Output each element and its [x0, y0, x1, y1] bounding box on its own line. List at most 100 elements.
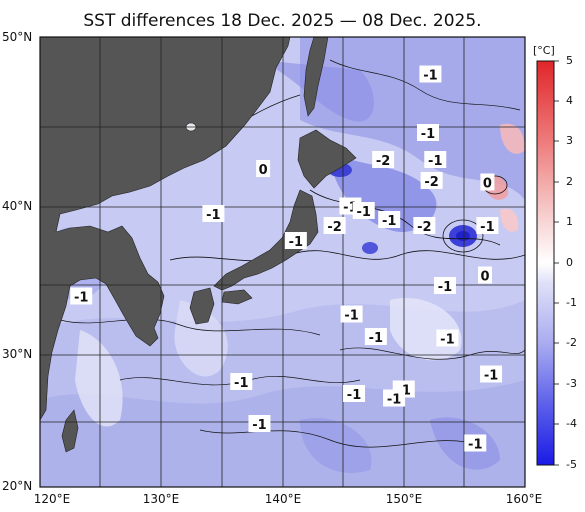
x-tick-150e: 150°E: [385, 492, 423, 506]
contour-label: -1: [436, 329, 459, 348]
contour-label-text: -2: [417, 220, 431, 235]
contour-label-text: -1: [234, 376, 248, 391]
contour-label: -2: [323, 217, 346, 235]
contour-label-bg: [476, 217, 499, 234]
contour-label: -2: [420, 172, 443, 190]
contour-label-bg: [323, 217, 346, 234]
contour-label-text: 0: [483, 177, 492, 192]
contour-label-text: -2: [376, 154, 390, 169]
y-tick-50n: 50°N: [2, 30, 33, 44]
y-tick-30n: 30°N: [2, 347, 33, 361]
contour-label: -1: [476, 217, 499, 235]
contour-label: -1: [70, 287, 93, 306]
contour-label-text: -1: [484, 369, 498, 384]
contour-label: -1: [352, 202, 375, 220]
contour-label: 0: [480, 173, 495, 192]
map-title: SST differences 18 Dec. 2025 — 08 Dec. 2…: [83, 11, 482, 31]
colorbar-label-neg4: -4: [566, 417, 577, 430]
contour-label: -1: [202, 205, 225, 223]
contour-label-bg: [378, 211, 401, 228]
contour-label-text: -1: [438, 280, 452, 295]
colorbar-label-neg5: -5: [566, 458, 577, 471]
colorbar: [536, 60, 559, 466]
x-tick-120e: 120°E: [33, 492, 71, 506]
contour-label: -1: [340, 305, 363, 324]
contour-label-bg: [417, 124, 439, 141]
contour-label: -1: [424, 151, 447, 169]
colorbar-label-5: 5: [566, 54, 573, 67]
contour-label-bg: [352, 202, 375, 219]
contour-label-bg: [419, 65, 442, 83]
colorbar-label-4: 4: [566, 94, 573, 107]
contour-label-text: -2: [424, 175, 438, 190]
contour-label-bg: [284, 232, 307, 249]
contour-label: -1: [378, 211, 401, 229]
colorbar-ticks: [554, 60, 559, 466]
colorbar-label-3: 3: [566, 134, 573, 147]
contour-label-text: -1: [480, 220, 494, 235]
land: [40, 37, 357, 453]
contour-label-text: -1: [74, 291, 88, 306]
contour-label-bg: [436, 329, 459, 347]
map-frame: [39, 36, 526, 488]
contour-label-text: 0: [480, 270, 489, 285]
contour-label-text: -1: [440, 333, 454, 348]
contour-label-bg: [364, 328, 387, 345]
contour-label: -1: [383, 389, 406, 408]
contour-label-bg: [464, 434, 487, 452]
hokkaido: [297, 129, 357, 189]
colorbar-unit: [°C]: [533, 44, 555, 57]
contour-label: -2: [413, 217, 436, 235]
sakhalin: [303, 37, 329, 117]
contour-label-bg: [248, 415, 271, 432]
contour-label: 0: [256, 160, 271, 178]
contour-label-text: -1: [421, 127, 435, 142]
y-tick-20n: 20°N: [2, 479, 33, 493]
contour-label-text: -1: [369, 331, 383, 346]
contour-label-bg: [413, 217, 436, 234]
contour-label-text: -1: [468, 438, 482, 453]
contour-label: -2: [372, 151, 395, 169]
kyushu: [189, 287, 215, 325]
contour-label: -1: [480, 365, 503, 384]
colorbar-label-neg3: -3: [566, 377, 577, 390]
contour-label-bg: [477, 266, 492, 284]
contour-label: -1: [417, 124, 439, 142]
contour-label: -1: [433, 277, 456, 295]
contour-label: -1: [230, 373, 253, 391]
contour-label: -1: [343, 385, 366, 403]
contour-label-bg: [424, 151, 447, 168]
contour-label-bg: [202, 205, 225, 222]
contour-label-text: -1: [387, 393, 401, 408]
contour-label-bg: [230, 373, 253, 390]
colorbar-label-neg2: -2: [566, 336, 577, 349]
contour-label-text: -1: [357, 205, 371, 220]
x-tick-130e: 130°E: [142, 492, 180, 506]
honshu: [213, 189, 319, 291]
contour-label-text: -1: [252, 418, 266, 433]
map-area: -1-1-2 -10-2 0-1-1 -1-1-2 -2 -1-10-1-1-1-1 -1-…: [40, 37, 525, 487]
contour-label-bg: [480, 365, 503, 383]
x-tick-160e: 160°E: [505, 492, 543, 506]
contour-label: -1: [464, 434, 487, 453]
contour-label-text: -1: [428, 154, 442, 169]
colorbar-label-2: 2: [566, 175, 573, 188]
contour-label-bg: [420, 172, 443, 189]
colorbar-label-0: 0: [566, 256, 573, 269]
x-tick-140e: 140°E: [264, 492, 302, 506]
contour-label-bg: [480, 173, 495, 191]
colorbar-label-neg1: -1: [566, 296, 577, 309]
contour-label-bg: [343, 385, 366, 402]
colorbar-ramp: [536, 60, 555, 466]
contour-label-bg: [383, 389, 406, 407]
contour-label-bg: [372, 151, 395, 168]
contour-label-text: -1: [347, 388, 361, 403]
contour-label-bg: [340, 305, 363, 323]
contour-label-bg: [256, 160, 271, 177]
contour-label-text: -1: [423, 69, 437, 84]
graticule: [40, 37, 525, 487]
colorbar-label-1: 1: [566, 215, 573, 228]
contour-label-text: -1: [344, 309, 358, 324]
y-tick-40n: 40°N: [2, 199, 33, 213]
